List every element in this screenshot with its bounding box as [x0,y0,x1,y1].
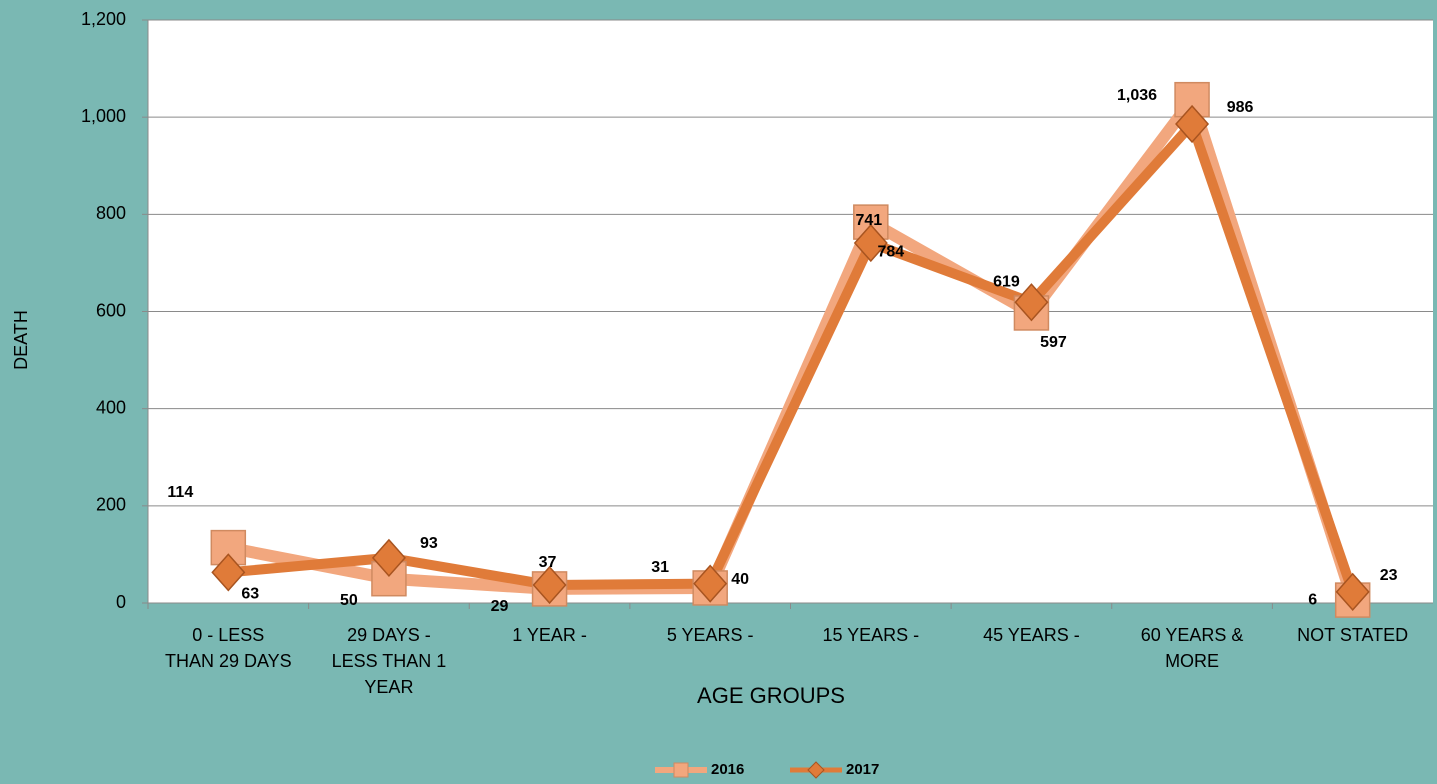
marker [853,223,888,263]
legend-label: 2016 [711,761,744,778]
data-label: 23 [1380,567,1398,584]
marker [371,538,406,577]
x-axis-title: AGE GROUPS [697,683,845,708]
series-line [227,118,1358,594]
y-tick-label: 800 [96,203,126,223]
marker [693,564,728,603]
x-tick-label: 5 YEARS - [666,625,754,645]
y-tick-label: 0 [116,592,126,612]
data-label: 6 [1308,591,1317,608]
data-label: 114 [167,484,193,501]
x-tick-label: 1 YEAR - [512,625,587,645]
data-label: 50 [340,592,358,609]
y-tick-label: 1,000 [81,106,126,126]
x-tick-label: 60 YEARS & MORE [1140,625,1244,671]
data-label: 40 [731,571,749,588]
marker [532,565,567,605]
marker [1175,104,1210,144]
x-tick-label: 0 - LESS THAN 29 DAYS [164,625,292,671]
data-label: 597 [1040,334,1067,351]
data-label: 1,036 [1117,87,1157,104]
x-tick-label: 15 YEARS - [822,625,920,645]
marker [853,204,889,240]
legend-marker [807,761,825,779]
data-label: 741 [855,212,882,229]
data-label: 37 [539,554,557,571]
y-axis-title: DEATH [11,310,31,370]
marker [211,553,246,592]
data-label: 31 [651,559,669,576]
data-label: 63 [241,586,259,603]
legend-marker [673,762,689,778]
marker [1014,283,1049,322]
data-label: 29 [491,598,509,615]
data-label: 784 [877,243,904,260]
x-tick-label: NOT STATED [1297,625,1409,645]
y-tick-label: 400 [96,397,126,417]
x-tick-label: 29 DAYS - LESS THAN 1 YEAR [331,625,447,697]
y-tick-label: 600 [96,300,126,320]
legend-label: 2017 [846,761,879,778]
y-tick-label: 1,200 [81,9,126,29]
data-label: 93 [420,535,438,552]
data-label: 986 [1227,99,1254,116]
y-tick-label: 200 [96,495,126,515]
marker [1335,572,1370,611]
data-label: 619 [993,273,1020,290]
x-tick-label: 45 YEARS - [983,625,1080,645]
